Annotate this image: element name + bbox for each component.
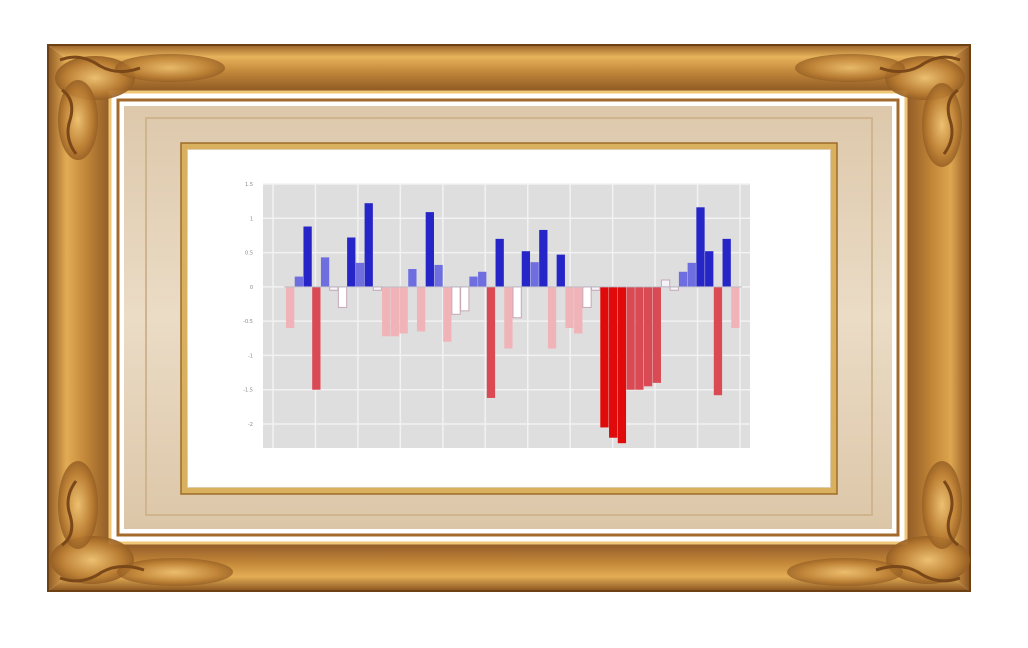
bar-negative — [713, 286, 723, 396]
bar-negative — [486, 286, 496, 398]
y-tick-label: -0.5 — [243, 319, 253, 325]
chart-bars — [284, 203, 742, 444]
bar-negative — [547, 286, 557, 349]
bar-negative — [574, 286, 583, 334]
bar-negative — [460, 286, 470, 312]
bar-negative — [390, 286, 400, 337]
bar-negative — [565, 286, 574, 328]
frame-bottom-edge — [48, 543, 970, 591]
bar-positive — [364, 203, 373, 287]
bar-negative — [669, 286, 679, 291]
bar-positive — [722, 238, 731, 287]
bar-positive — [530, 262, 539, 287]
bar-negative — [512, 286, 522, 319]
frame-corner-ornament-top-right — [795, 54, 965, 167]
bar-negative — [329, 286, 339, 291]
y-tick-label: -2 — [248, 422, 253, 428]
bar-positive — [696, 207, 705, 287]
bar-negative — [582, 286, 592, 308]
y-tick-label: -1.5 — [243, 388, 253, 394]
bar-negative — [504, 286, 513, 349]
bar-negative — [591, 286, 601, 291]
y-axis-tick-labels: 1.5 1 0.5 0 -0.5 -1 -1.5 -2 — [243, 182, 253, 428]
bar-positive — [425, 212, 434, 287]
frame-right-edge — [906, 45, 970, 591]
bar-positive — [687, 262, 696, 287]
y-tick-label: 0.5 — [245, 251, 253, 257]
bar-negative — [635, 286, 644, 390]
bar-negative — [731, 286, 740, 328]
bar-chart: 1.5 1 0.5 0 -0.5 -1 -1.5 -2 — [243, 182, 750, 448]
bar-negative — [372, 286, 383, 291]
bar-positive — [705, 251, 714, 287]
bar-negative — [399, 286, 408, 334]
frame-corner-ornament-bottom-right — [787, 461, 970, 586]
frame-corner-ornament-bottom-left — [50, 461, 233, 586]
bar-negative — [609, 286, 618, 438]
bar-positive — [320, 257, 330, 287]
gold-picture-frame — [47, 44, 971, 592]
bar-positive — [495, 238, 504, 287]
y-tick-label: 1 — [250, 216, 253, 222]
bar-positive — [408, 269, 417, 287]
bar-positive — [294, 276, 304, 287]
bar-negative — [337, 286, 348, 308]
bar-positive — [556, 254, 565, 287]
bar-negative — [443, 286, 452, 342]
frame-top-edge — [48, 45, 970, 92]
bar-negative — [416, 286, 426, 332]
y-tick-label: -1 — [248, 353, 253, 359]
bar-negative — [626, 286, 635, 390]
bar-negative — [643, 286, 653, 387]
inner-gold-fillet — [181, 143, 837, 494]
bar-positive — [347, 237, 356, 287]
bar-positive — [355, 262, 365, 287]
bar-negative — [382, 286, 391, 337]
bar-negative — [312, 286, 321, 390]
bar-negative — [652, 286, 661, 383]
bar-positive — [469, 276, 478, 287]
bar-positive — [660, 279, 671, 288]
bar-negative — [286, 286, 295, 328]
bar-positive — [678, 271, 688, 287]
frame-left-edge — [48, 45, 110, 591]
bar-positive — [434, 264, 443, 287]
bar-positive — [303, 226, 312, 287]
bar-positive — [478, 271, 487, 287]
bar-negative — [617, 286, 627, 444]
y-tick-label: 0 — [250, 285, 253, 291]
frame-corner-ornament-top-left — [55, 54, 225, 160]
bar-negative — [451, 286, 461, 315]
bar-positive — [521, 251, 531, 287]
bar-negative — [600, 286, 609, 428]
bar-positive — [539, 229, 548, 287]
y-tick-label: 1.5 — [245, 182, 253, 188]
